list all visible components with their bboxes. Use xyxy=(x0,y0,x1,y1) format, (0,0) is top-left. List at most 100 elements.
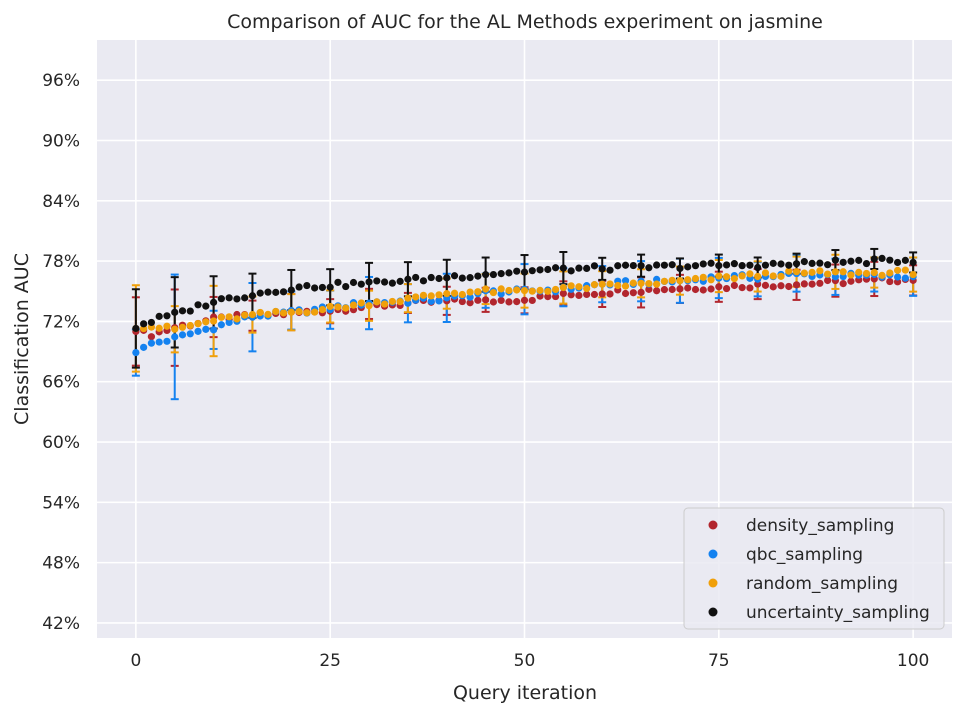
point-random xyxy=(489,288,498,297)
point-qbc xyxy=(621,277,630,285)
point-uncertainty xyxy=(233,295,241,303)
point-random xyxy=(326,302,334,311)
point-random xyxy=(893,266,902,274)
point-random xyxy=(901,266,909,274)
point-uncertainty xyxy=(279,288,288,296)
point-qbc xyxy=(209,326,218,334)
point-random xyxy=(544,287,552,295)
point-uncertainty xyxy=(722,261,731,269)
point-uncertainty xyxy=(209,298,218,306)
point-random xyxy=(202,318,210,326)
point-uncertainty xyxy=(404,275,412,283)
chart-title: Comparison of AUC for the AL Methods exp… xyxy=(227,11,823,33)
point-qbc xyxy=(225,318,233,327)
point-random xyxy=(233,315,241,323)
point-random xyxy=(505,286,513,295)
point-qbc xyxy=(194,327,202,335)
point-random xyxy=(482,285,490,293)
point-qbc xyxy=(186,330,194,338)
point-random xyxy=(808,268,816,276)
point-uncertainty xyxy=(676,264,684,273)
point-uncertainty xyxy=(660,261,669,269)
point-uncertainty xyxy=(194,301,202,309)
point-random xyxy=(831,268,840,276)
point-uncertainty xyxy=(800,258,808,266)
point-uncertainty xyxy=(412,273,420,282)
point-random xyxy=(590,281,599,289)
point-uncertainty xyxy=(435,274,443,283)
point-random xyxy=(567,282,575,290)
point-uncertainty xyxy=(598,265,606,273)
point-random xyxy=(171,325,179,333)
point-uncertainty xyxy=(303,281,311,290)
point-uncertainty xyxy=(186,307,194,315)
point-random xyxy=(886,269,894,277)
point-density xyxy=(606,290,614,298)
point-random xyxy=(520,286,529,295)
point-random xyxy=(419,291,428,299)
point-qbc xyxy=(893,273,902,281)
point-uncertainty xyxy=(318,283,327,292)
point-uncertainty xyxy=(474,272,482,280)
point-random xyxy=(264,310,272,318)
point-uncertainty xyxy=(886,256,894,264)
point-random xyxy=(311,308,319,316)
point-uncertainty xyxy=(645,264,653,272)
point-random xyxy=(839,268,847,276)
point-uncertainty xyxy=(528,267,536,275)
point-uncertainty xyxy=(606,266,614,274)
point-random xyxy=(357,299,365,307)
point-uncertainty xyxy=(831,256,840,264)
point-random xyxy=(715,272,723,280)
x-tick-label: 75 xyxy=(708,651,730,671)
point-random xyxy=(855,268,863,276)
legend-label-uncertainty: uncertainty_sampling xyxy=(746,603,930,623)
legend-label-density: density_sampling xyxy=(746,516,894,536)
point-density xyxy=(489,298,498,306)
point-random xyxy=(668,276,676,284)
point-random xyxy=(653,280,661,288)
point-uncertainty xyxy=(551,264,560,272)
point-random xyxy=(342,304,350,312)
point-uncertainty xyxy=(870,255,878,263)
point-density xyxy=(544,293,552,301)
point-uncertainty xyxy=(272,288,280,296)
point-random xyxy=(722,273,731,281)
point-random xyxy=(699,273,707,281)
point-uncertainty xyxy=(349,278,358,287)
point-density xyxy=(839,280,847,288)
point-random xyxy=(730,274,738,283)
point-random xyxy=(761,269,770,277)
point-qbc xyxy=(435,297,443,305)
point-uncertainty xyxy=(567,267,575,275)
point-uncertainty xyxy=(140,320,148,328)
point-uncertainty xyxy=(839,258,847,266)
point-qbc xyxy=(831,273,840,281)
legend-label-qbc: qbc_sampling xyxy=(746,545,863,565)
point-uncertainty xyxy=(155,312,163,320)
point-density xyxy=(528,296,536,305)
point-density xyxy=(699,286,707,294)
point-random xyxy=(575,283,583,291)
point-random xyxy=(792,268,801,276)
point-uncertainty xyxy=(505,269,513,277)
point-density xyxy=(621,289,630,298)
y-tick-label: 90% xyxy=(42,132,80,152)
point-uncertainty xyxy=(365,278,373,286)
point-uncertainty xyxy=(450,272,459,280)
point-random xyxy=(295,307,303,316)
point-uncertainty xyxy=(746,261,754,269)
point-density xyxy=(497,296,505,305)
point-uncertainty xyxy=(326,283,334,291)
point-random xyxy=(769,272,777,280)
x-tick-label: 50 xyxy=(514,651,536,671)
point-uncertainty xyxy=(614,262,622,270)
point-uncertainty xyxy=(536,266,544,274)
point-uncertainty xyxy=(824,261,832,269)
point-density xyxy=(668,285,676,294)
legend-marker-random xyxy=(708,578,718,588)
point-density xyxy=(575,291,583,300)
point-uncertainty xyxy=(342,282,350,291)
point-uncertainty xyxy=(738,262,746,270)
